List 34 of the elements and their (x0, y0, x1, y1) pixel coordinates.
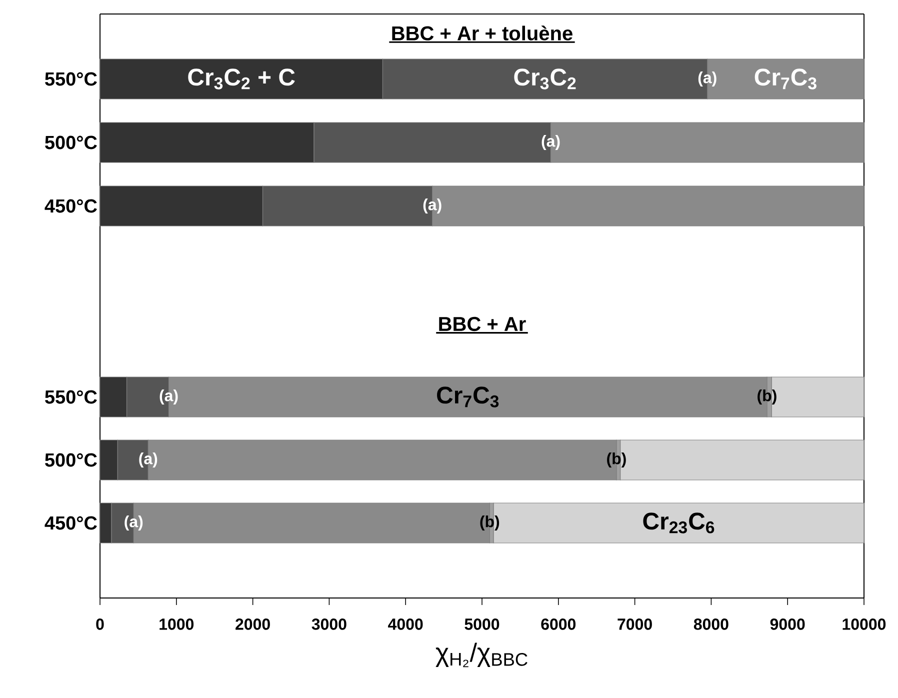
x-tick-label: 5000 (464, 618, 500, 630)
x-tick-label: 4000 (388, 618, 423, 630)
series-label: Cr$_{3}$C$_{2}$ + C (188, 68, 295, 90)
x-tick-label: 1000 (160, 618, 194, 630)
annotation: (a) (139, 452, 158, 468)
annotation: (a) (124, 516, 143, 530)
x-axis-title: χ$_{H₂}$/χ$_{BBC}$ (436, 642, 528, 668)
x-tick-label: 6000 (541, 618, 576, 630)
y-tick-label: 500°C (45, 453, 97, 467)
x-tick-label: 2000 (236, 618, 270, 630)
series-label: Cr$_{3}$C$_{2}$ (514, 68, 576, 90)
y-tick-label: 450°C (44, 516, 97, 530)
annotation: (a) (423, 198, 442, 214)
series-label: Cr$_{23}$C$_{6}$ (643, 512, 714, 534)
x-tick-label: 8000 (694, 618, 728, 630)
series-label: Cr$_{7}$C$_{3}$ (754, 68, 816, 90)
annotation: (a) (542, 135, 560, 150)
y-tick-label: 500°C (45, 136, 97, 150)
y-tick-label: 450°C (44, 199, 97, 213)
annotation: (a) (160, 390, 178, 404)
y-tick-label: 550°C (45, 72, 97, 86)
x-tick-label: 7000 (618, 618, 652, 630)
x-tick-label: 3000 (312, 618, 346, 630)
annotation: (b) (607, 452, 626, 468)
chart-title: BBC + Ar (439, 316, 526, 332)
x-tick-label: 10000 (842, 618, 886, 630)
x-tick-label: 0 (96, 618, 104, 630)
x-tick-label: 9000 (770, 618, 805, 630)
annotation: (b) (480, 516, 500, 530)
chart-title: BBC + Ar + toluène (392, 26, 572, 40)
annotation: (a) (698, 72, 716, 86)
y-tick-label: 550°C (45, 390, 97, 404)
series-label: Cr$_{7}$C$_{3}$ (437, 386, 499, 408)
annotation: (b) (758, 390, 776, 404)
